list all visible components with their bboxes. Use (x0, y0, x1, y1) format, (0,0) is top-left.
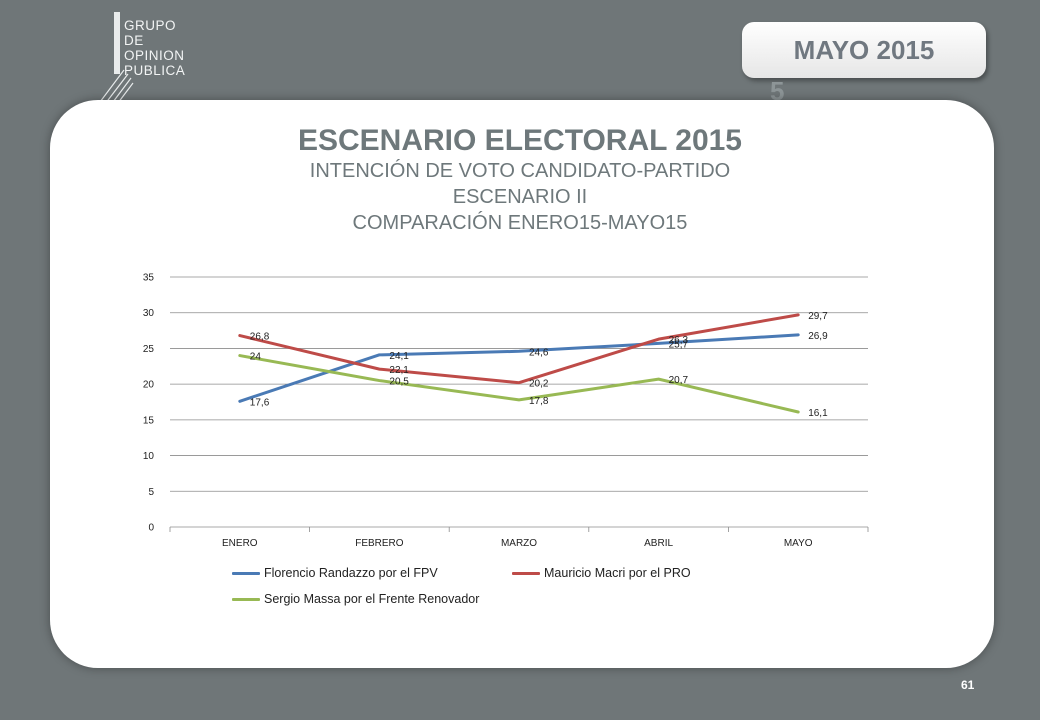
legend-label: Mauricio Macri por el PRO (544, 566, 691, 580)
legend-item-2: Mauricio Macri por el PRO (512, 566, 691, 580)
date-badge-ghost: 5 (770, 76, 785, 106)
title-block: ESCENARIO ELECTORAL 2015 INTENCIÓN DE VO… (0, 124, 1040, 236)
y-tick-label: 30 (143, 308, 155, 319)
data-label: 24,1 (389, 351, 409, 362)
x-tick-label: ENERO (222, 538, 258, 549)
brand-line: GRUPO (124, 18, 177, 33)
brand-line: DE (124, 33, 144, 48)
brand-text: GRUPO DE OPINION PUBLICA (124, 18, 185, 78)
legend-item-1: Florencio Randazzo por el FPV (232, 566, 438, 580)
logo-bar (114, 12, 120, 74)
series-line-1 (238, 333, 800, 403)
y-tick-label: 10 (143, 451, 155, 462)
y-tick-label: 0 (148, 523, 154, 534)
legend-swatch (232, 571, 260, 575)
data-label: 20,7 (669, 375, 689, 386)
data-label: 26,9 (808, 331, 828, 342)
data-label: 22,1 (389, 365, 409, 376)
y-tick-label: 25 (143, 344, 155, 355)
data-label: 24 (250, 352, 262, 363)
series-line-3 (238, 354, 800, 414)
page-subtitle-comparison: COMPARACIÓN ENERO15-MAYO15 (352, 212, 688, 234)
series-line-2 (238, 313, 800, 385)
data-label: 17,8 (529, 396, 549, 407)
page-title: ESCENARIO ELECTORAL 2015 (297, 124, 742, 157)
brand-line: OPINION (124, 48, 185, 63)
data-label: 25,7 (669, 339, 689, 350)
legend-label: Florencio Randazzo por el FPV (264, 566, 438, 580)
x-tick-label: MARZO (501, 538, 537, 549)
legend-item-3: Sergio Massa por el Frente Renovador (232, 592, 479, 606)
y-tick-label: 15 (143, 415, 155, 426)
data-label: 24,6 (529, 347, 549, 358)
data-label: 26,3 (669, 335, 689, 346)
legend-swatch (232, 597, 260, 601)
x-tick-label: FEBRERO (355, 538, 404, 549)
page-subtitle: INTENCIÓN DE VOTO CANDIDATO-PARTIDO (309, 160, 731, 182)
data-label: 20,5 (389, 377, 409, 388)
data-label: 20,2 (529, 379, 549, 390)
y-tick-label: 5 (148, 487, 154, 498)
page-number: 61 (961, 678, 975, 692)
x-tick-label: ABRIL (644, 538, 673, 549)
date-badge: MAYO 2015 (742, 22, 986, 78)
x-tick-label: MAYO (784, 538, 813, 549)
data-label: 17,6 (250, 397, 270, 408)
data-label: 29,7 (808, 311, 828, 322)
brand-logo: GRUPO DE OPINION PUBLICA (100, 12, 220, 107)
data-label: 16,1 (808, 408, 828, 419)
brand-line: PUBLICA (124, 63, 186, 78)
y-tick-label: 35 (143, 273, 155, 284)
y-tick-label: 20 (143, 380, 155, 391)
legend-label: Sergio Massa por el Frente Renovador (264, 592, 480, 606)
data-label: 26,8 (250, 332, 270, 343)
legend-swatch (512, 571, 540, 575)
page-subtitle-scenario: ESCENARIO II (452, 186, 588, 208)
